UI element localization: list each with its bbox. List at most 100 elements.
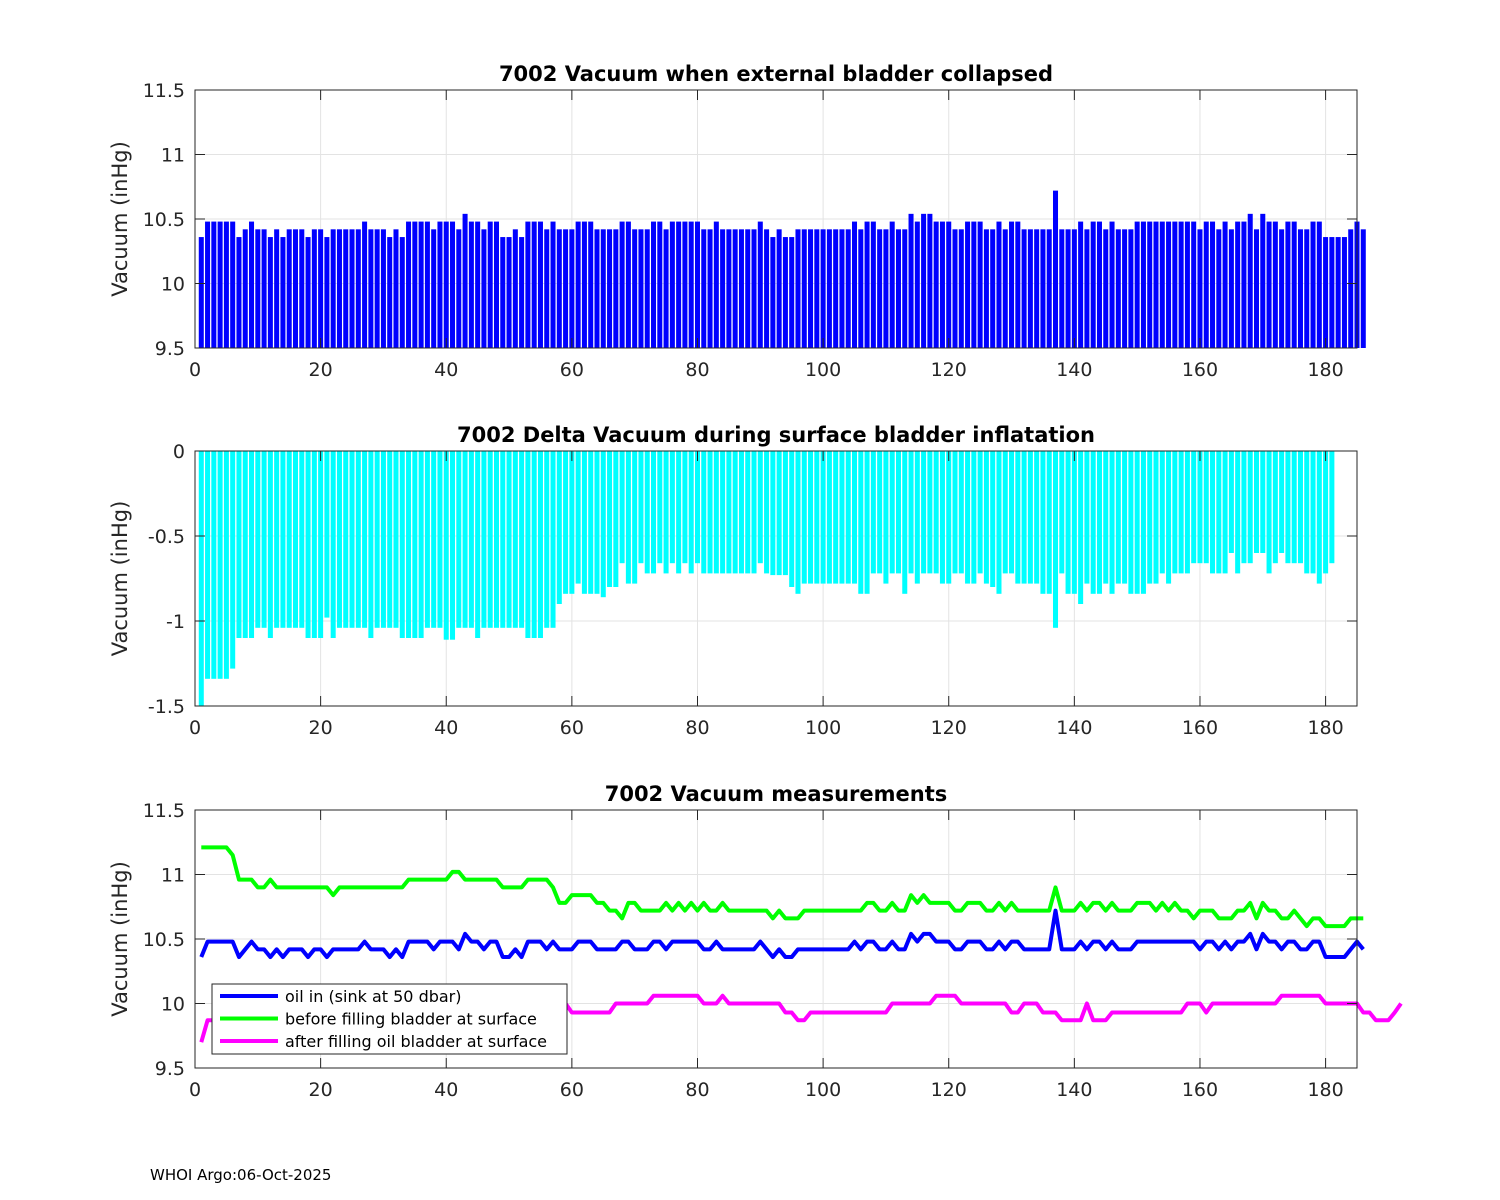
bar	[720, 451, 726, 574]
bar	[669, 221, 675, 348]
bar	[644, 229, 650, 348]
bar	[412, 221, 418, 348]
bar	[908, 451, 914, 574]
bar	[468, 221, 474, 348]
bar	[349, 451, 355, 628]
x-tick-label: 60	[560, 1079, 584, 1101]
delta-vacuum-bar-chart: 0 20 40 60 80 100 120 140 160 180 -1.5 -1 -0.5 0 7002 …	[108, 423, 1358, 739]
bar	[236, 451, 242, 638]
bar	[399, 451, 405, 638]
legend-label-2: before filling bladder at surface	[285, 1010, 537, 1029]
x-tick-label: 100	[805, 359, 841, 381]
bar	[1071, 229, 1077, 348]
bar	[588, 221, 594, 348]
bar	[1348, 229, 1354, 348]
bar	[1279, 451, 1285, 553]
bar	[1071, 451, 1077, 594]
bar	[852, 221, 858, 348]
bar	[1002, 451, 1008, 574]
series-line-2	[201, 845, 1364, 929]
bar	[914, 221, 920, 348]
bar	[393, 229, 399, 348]
bar	[1360, 229, 1366, 348]
bar	[776, 451, 782, 576]
bar	[1090, 221, 1096, 348]
y-tick-label: -0.5	[148, 526, 185, 548]
bar	[1084, 229, 1090, 348]
bar	[613, 229, 619, 348]
bar	[820, 229, 826, 348]
bar	[745, 451, 751, 574]
x-tick-label: 160	[1182, 1079, 1218, 1101]
bar	[613, 451, 619, 587]
bar	[292, 229, 298, 348]
bar	[826, 451, 832, 584]
bar	[1109, 451, 1115, 594]
bar	[1260, 213, 1266, 348]
bar	[1178, 451, 1184, 574]
bar	[1002, 229, 1008, 348]
bar	[205, 451, 211, 679]
bar	[462, 451, 468, 628]
bar	[1310, 221, 1316, 348]
bar	[732, 229, 738, 348]
legend: oil in (sink at 50 dbar) before filling b…	[211, 983, 568, 1055]
bar	[292, 451, 298, 628]
bar	[946, 221, 952, 348]
bar	[619, 451, 625, 564]
bar	[600, 451, 606, 598]
bar	[456, 451, 462, 628]
bar	[362, 221, 368, 348]
bar	[682, 221, 688, 348]
bar	[305, 237, 311, 348]
bar	[368, 451, 374, 638]
bar	[701, 451, 707, 574]
bar	[437, 451, 443, 628]
bar	[908, 213, 914, 348]
bar	[921, 213, 927, 348]
bar	[946, 451, 952, 584]
bar	[1172, 451, 1178, 574]
bar	[1241, 451, 1247, 564]
bar	[694, 221, 700, 348]
x-tick-label: 120	[931, 1079, 967, 1101]
bar	[1216, 229, 1222, 348]
bar	[550, 451, 556, 628]
bar	[274, 451, 280, 628]
bar	[770, 451, 776, 576]
bar	[651, 221, 657, 348]
bar	[764, 451, 770, 574]
bar	[1203, 221, 1209, 348]
bar	[676, 221, 682, 348]
bar	[1103, 229, 1109, 348]
bar	[726, 229, 732, 348]
bar	[374, 451, 380, 628]
bar	[1115, 229, 1121, 348]
bar	[1316, 451, 1322, 584]
bar	[927, 213, 933, 348]
bar	[1122, 451, 1128, 584]
bar	[1040, 451, 1046, 594]
x-tick-label: 100	[805, 1079, 841, 1101]
bar	[952, 451, 958, 574]
bar	[236, 237, 242, 348]
bar	[801, 451, 807, 584]
bar	[1304, 229, 1310, 348]
bar	[820, 451, 826, 584]
bar	[1115, 451, 1121, 584]
bar	[625, 451, 631, 584]
bar	[242, 451, 248, 638]
bar	[877, 229, 883, 348]
bar	[814, 451, 820, 584]
x-tick-label: 0	[189, 359, 201, 381]
bar	[355, 229, 361, 348]
y-tick-label: 10	[161, 274, 185, 296]
bar	[393, 451, 399, 628]
bar	[475, 221, 481, 348]
bar	[1046, 229, 1052, 348]
bar	[745, 229, 751, 348]
y-tick-label: 11.5	[143, 80, 185, 102]
bar	[707, 229, 713, 348]
bar	[688, 221, 694, 348]
bar	[751, 229, 757, 348]
